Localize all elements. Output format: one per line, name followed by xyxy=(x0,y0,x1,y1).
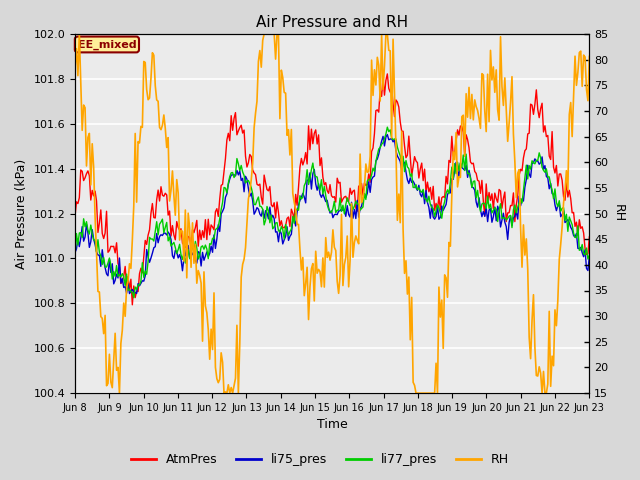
Text: EE_mixed: EE_mixed xyxy=(77,39,136,49)
Legend: AtmPres, li75_pres, li77_pres, RH: AtmPres, li75_pres, li77_pres, RH xyxy=(125,448,515,471)
Y-axis label: Air Pressure (kPa): Air Pressure (kPa) xyxy=(15,158,28,269)
Title: Air Pressure and RH: Air Pressure and RH xyxy=(256,15,408,30)
Y-axis label: RH: RH xyxy=(612,204,625,223)
X-axis label: Time: Time xyxy=(317,419,348,432)
